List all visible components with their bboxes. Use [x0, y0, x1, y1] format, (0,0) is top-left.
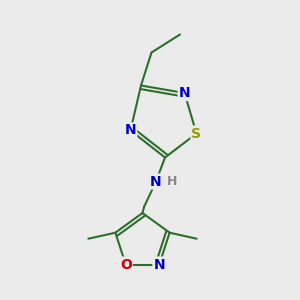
Text: N: N	[179, 86, 190, 100]
Text: S: S	[191, 127, 202, 140]
Text: H: H	[167, 175, 178, 188]
Text: N: N	[150, 175, 162, 188]
Text: N: N	[125, 124, 136, 137]
Text: N: N	[153, 258, 165, 272]
Text: O: O	[120, 258, 132, 272]
